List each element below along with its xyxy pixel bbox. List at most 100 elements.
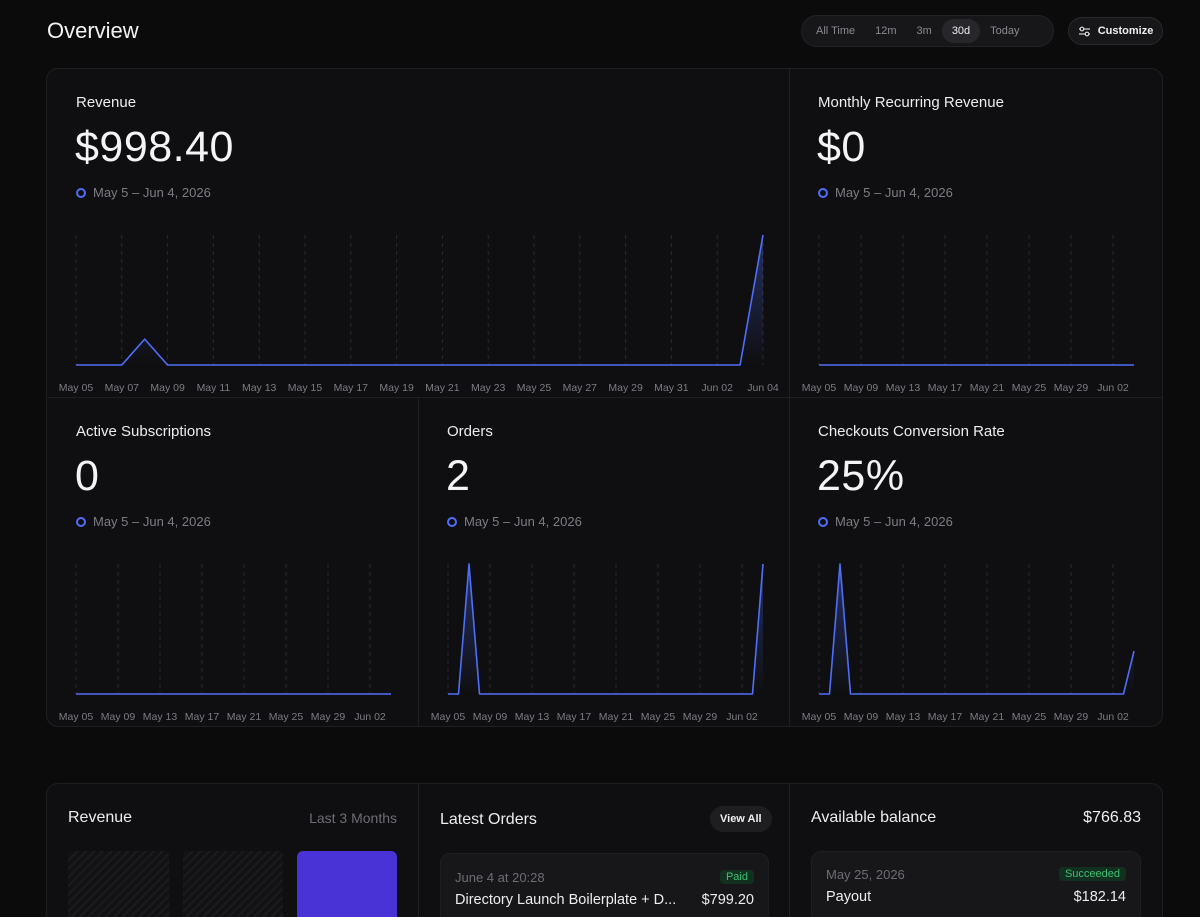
- date-range-text: May 5 – Jun 4, 2026: [93, 514, 211, 529]
- series-area: [819, 564, 1134, 694]
- revenue-card[interactable]: Revenue $998.40 May 5 – Jun 4, 2026 May …: [47, 69, 789, 397]
- metric-value: $998.40: [75, 123, 234, 171]
- order-product: Directory Launch Boilerplate + D...: [455, 892, 677, 908]
- range-30d[interactable]: 30d: [941, 19, 981, 43]
- divider: [47, 397, 1162, 398]
- revenue-bar[interactable]: [297, 851, 397, 917]
- metrics-grid: Revenue $998.40 May 5 – Jun 4, 2026 May …: [46, 68, 1163, 727]
- x-tick-label: Jun 02: [354, 711, 386, 723]
- series-dot-icon: [447, 516, 457, 527]
- bar-placeholder: [68, 851, 169, 917]
- x-tick-label: May 29: [311, 711, 346, 723]
- x-tick-label: May 29: [683, 711, 718, 723]
- metric-name: Active Subscriptions: [76, 423, 212, 440]
- panel-title: Latest Orders: [440, 811, 537, 828]
- payout-item[interactable]: May 25, 2026 Succeeded Payout $182.14: [811, 851, 1141, 917]
- series-dot-icon: [818, 187, 828, 198]
- order-item[interactable]: June 4 at 20:28 Paid Directory Launch Bo…: [440, 853, 769, 917]
- page-title: Overview: [47, 18, 139, 43]
- order-date: June 4 at 20:28: [455, 870, 545, 885]
- metric-value: 2: [446, 452, 471, 500]
- x-tick-label: May 09: [844, 711, 879, 723]
- x-tick-label: May 27: [563, 382, 598, 394]
- metric-date: May 5 – Jun 4, 2026: [76, 514, 211, 529]
- series-dot-icon: [76, 516, 86, 527]
- x-tick-label: May 29: [1054, 711, 1089, 723]
- payout-date: May 25, 2026: [826, 867, 905, 882]
- conversion-chart: May 05 May 09 May 13 May 17 May 21 May 25 May …: [802, 563, 1135, 723]
- x-tick-label: May 11: [197, 382, 231, 394]
- x-tick-label: May 05: [431, 711, 466, 723]
- x-tick-label: May 15: [288, 382, 323, 394]
- payout-label: Payout: [826, 889, 872, 905]
- x-tick-label: May 25: [1012, 711, 1047, 723]
- bar-placeholder: [183, 851, 283, 917]
- x-tick-label: May 29: [608, 382, 643, 394]
- customize-label: Customize: [1097, 25, 1154, 37]
- payout-amount: $182.14: [1073, 889, 1126, 905]
- date-range-text: May 5 – Jun 4, 2026: [464, 514, 582, 529]
- x-tick-label: May 09: [473, 711, 508, 723]
- x-tick-label: May 13: [886, 711, 921, 723]
- x-tick-label: May 09: [150, 382, 185, 394]
- view-all-button[interactable]: View All: [710, 806, 772, 832]
- metric-date: May 5 – Jun 4, 2026: [818, 185, 953, 200]
- metric-date: May 5 – Jun 4, 2026: [447, 514, 582, 529]
- mrr-card[interactable]: Monthly Recurring Revenue $0 May 5 – Jun…: [790, 69, 1162, 397]
- mrr-chart: May 05 May 09 May 13 May 17 May 21 May 25 May …: [802, 235, 1135, 394]
- x-tick-label: May 13: [143, 711, 178, 723]
- revenue-panel: Revenue Last 3 Months: [47, 784, 418, 917]
- x-tick-label: Jun 02: [1097, 382, 1129, 394]
- metric-name: Revenue: [76, 94, 137, 111]
- range-12m[interactable]: 12m: [875, 25, 897, 37]
- x-tick-label: May 05: [59, 382, 94, 394]
- metric-value: $0: [817, 123, 866, 171]
- time-range-selector[interactable]: All Time 12m 3m 30d Today: [801, 15, 1054, 47]
- x-tick-label: May 17: [928, 382, 963, 394]
- subscriptions-chart: May 05 May 09 May 13 May 17 May 21 May 25 May …: [59, 564, 392, 723]
- divider: [418, 398, 419, 726]
- range-today[interactable]: Today: [990, 25, 1020, 37]
- x-tick-label: May 17: [557, 711, 592, 723]
- balance-panel: Available balance $766.83 May 25, 2026 S…: [790, 784, 1162, 917]
- orders-card[interactable]: Orders 2 May 5 – Jun 4, 2026 May 05 May 0…: [419, 398, 789, 726]
- x-tick-label: May 05: [802, 382, 837, 394]
- range-3m[interactable]: 3m: [916, 25, 932, 37]
- x-tick-label: Jun 04: [747, 382, 779, 394]
- x-tick-label: May 21: [425, 382, 460, 394]
- x-tick-label: May 13: [886, 382, 921, 394]
- date-range-text: May 5 – Jun 4, 2026: [93, 185, 211, 200]
- series-area: [76, 235, 763, 365]
- x-tick-label: May 23: [471, 382, 506, 394]
- date-range-text: May 5 – Jun 4, 2026: [835, 185, 953, 200]
- conversion-card[interactable]: Checkouts Conversion Rate 25% May 5 – Ju…: [790, 398, 1162, 726]
- range-all-time[interactable]: All Time: [816, 25, 856, 37]
- x-tick-label: May 25: [1012, 382, 1047, 394]
- customize-button[interactable]: Customize: [1068, 17, 1163, 45]
- x-tick-label: May 31: [654, 382, 689, 394]
- x-tick-label: May 19: [379, 382, 414, 394]
- x-tick-label: May 09: [101, 711, 136, 723]
- x-tick-label: May 25: [641, 711, 676, 723]
- x-tick-label: May 13: [242, 382, 277, 394]
- x-tick-label: May 21: [970, 711, 1005, 723]
- metric-value: 0: [75, 452, 100, 500]
- metric-value: 25%: [817, 452, 905, 500]
- revenue-chart: May 05 May 07 May 09 May 11 May 13 May 15 May …: [59, 234, 779, 394]
- series-line: [76, 234, 764, 366]
- order-amount: $799.20: [701, 892, 754, 908]
- x-tick-label: May 21: [599, 711, 634, 723]
- metric-date: May 5 – Jun 4, 2026: [76, 185, 211, 200]
- series-line: [448, 563, 764, 695]
- status-badge: Paid: [719, 870, 754, 884]
- divider: [789, 69, 790, 398]
- latest-orders-panel: Latest Orders View All June 4 at 20:28 P…: [419, 784, 789, 917]
- x-tick-label: May 29: [1054, 382, 1089, 394]
- x-tick-label: Jun 02: [726, 711, 758, 723]
- x-tick-label: May 09: [844, 382, 879, 394]
- sliders-icon: [1078, 26, 1090, 36]
- panel-title: Revenue: [68, 809, 133, 826]
- series-dot-icon: [76, 187, 86, 198]
- subscriptions-card[interactable]: Active Subscriptions 0 May 5 – Jun 4, 20…: [47, 398, 418, 726]
- divider: [789, 398, 790, 726]
